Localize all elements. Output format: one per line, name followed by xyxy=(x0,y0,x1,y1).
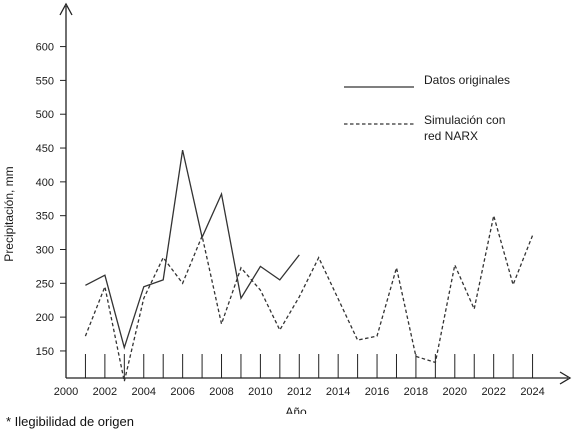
x-tick-label: 2022 xyxy=(481,386,505,398)
footnote: * Ilegibilidad de origen xyxy=(6,414,134,429)
x-tick-label: 2016 xyxy=(365,386,389,398)
legend: Datos originales Simulación con red NARX xyxy=(344,73,510,143)
x-tick-label: 2020 xyxy=(443,386,467,398)
y-tick-label: 250 xyxy=(36,278,54,290)
y-tick-label: 400 xyxy=(36,177,54,189)
y-axis-arrow-icon xyxy=(59,2,73,16)
x-tick-label: 2012 xyxy=(287,386,311,398)
x-tick-label: 2000 xyxy=(54,386,78,398)
x-tick-label: 2002 xyxy=(93,386,117,398)
y-tick-label: 150 xyxy=(36,346,54,358)
y-tick-label: 300 xyxy=(36,244,54,256)
y-tick-label: 500 xyxy=(36,109,54,121)
x-tick-label: 2018 xyxy=(404,386,428,398)
x-axis-arrow-icon xyxy=(559,371,572,385)
legend-label-original: Datos originales xyxy=(424,73,510,87)
legend-label-narx-2: red NARX xyxy=(424,129,478,143)
series-layer xyxy=(84,149,534,382)
y-ticks: 150 200 250 300 350 400 450 500 550 600 xyxy=(36,42,66,358)
y-tick-label: 550 xyxy=(36,75,54,87)
legend-label-narx-1: Simulación con xyxy=(424,113,505,127)
x-tick-label: 2008 xyxy=(209,386,233,398)
y-axis xyxy=(59,2,73,378)
x-axis xyxy=(66,371,572,385)
x-tick-label: 2006 xyxy=(170,386,194,398)
y-tick-label: 200 xyxy=(36,312,54,324)
x-tick-label: 2014 xyxy=(326,386,350,398)
y-tick-label: 450 xyxy=(36,143,54,155)
y-tick-label: 350 xyxy=(36,211,54,223)
x-axis-title: Año xyxy=(285,405,307,414)
x-tick-label: 2010 xyxy=(248,386,272,398)
series-line-1 xyxy=(84,215,534,382)
y-tick-label: 600 xyxy=(36,42,54,54)
y-axis-title: Precipitación, mm xyxy=(2,166,16,261)
x-tick-label: 2024 xyxy=(520,386,544,398)
x-tick-label: 2004 xyxy=(132,386,156,398)
series-line-0 xyxy=(85,149,300,350)
x-ticks: 2000 2002 2004 2006 2008 2010 2012 2014 2016 2018… xyxy=(54,354,545,398)
